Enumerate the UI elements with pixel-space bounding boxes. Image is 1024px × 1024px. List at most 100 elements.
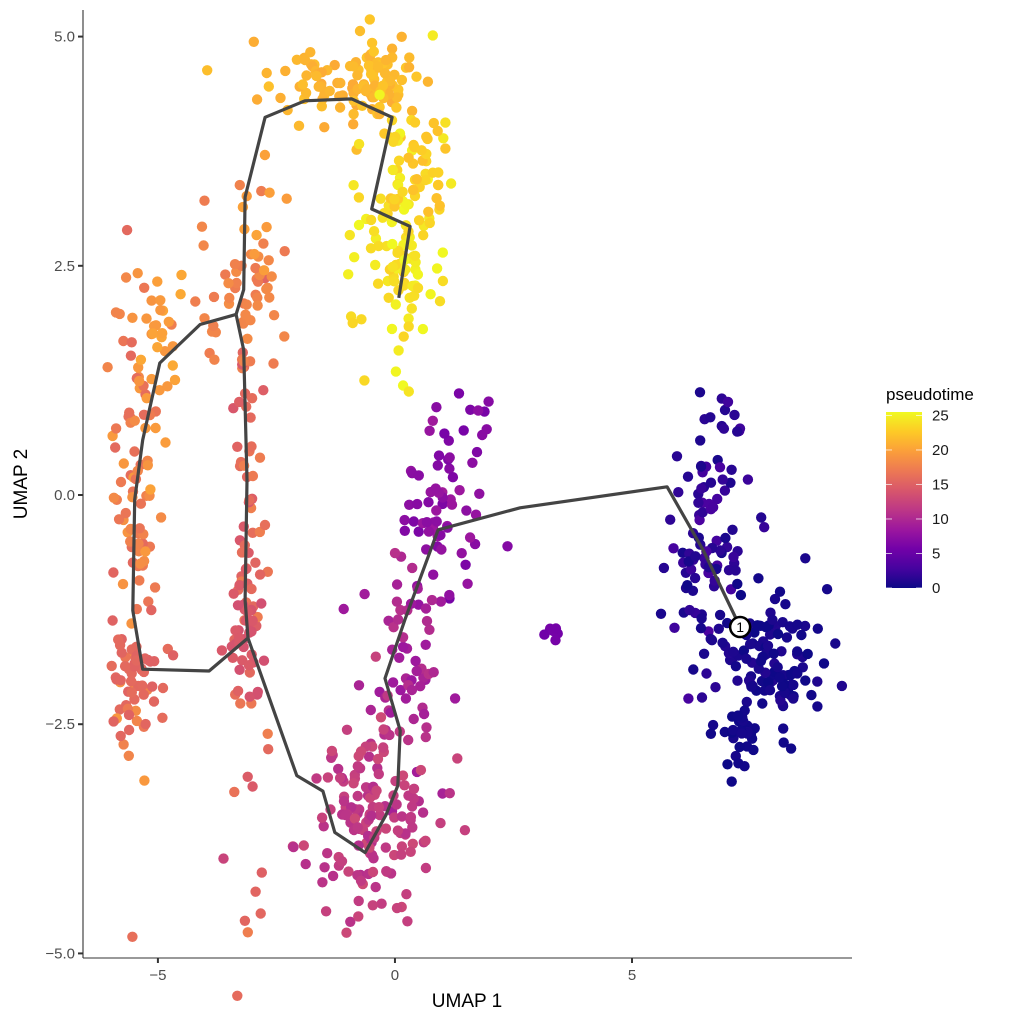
data-point — [229, 786, 240, 798]
data-point — [406, 240, 417, 251]
data-point — [425, 289, 436, 300]
data-point — [742, 474, 754, 485]
legend-tick-label: 20 — [932, 442, 949, 459]
data-point — [420, 731, 431, 743]
data-point — [696, 692, 708, 703]
data-point — [683, 693, 694, 704]
data-point — [252, 300, 263, 311]
data-point — [353, 192, 365, 203]
data-point — [375, 193, 386, 204]
trajectory-path — [234, 97, 412, 315]
data-point — [142, 460, 153, 471]
data-point — [348, 119, 359, 130]
data-point — [424, 217, 435, 229]
data-point — [421, 722, 432, 733]
data-point — [279, 331, 290, 342]
data-point — [216, 645, 228, 656]
data-point — [123, 750, 134, 761]
data-point — [458, 425, 469, 436]
data-point — [139, 775, 150, 786]
data-point — [465, 404, 476, 415]
data-point — [232, 990, 243, 1001]
data-point — [707, 502, 719, 513]
data-point — [741, 653, 752, 664]
data-point — [372, 278, 384, 289]
legend-tick-label: 5 — [932, 545, 940, 562]
data-point — [388, 136, 399, 147]
data-point — [300, 858, 311, 870]
data-point — [258, 265, 270, 276]
data-point — [127, 312, 138, 323]
data-point — [243, 660, 255, 671]
data-point — [154, 385, 165, 396]
data-point — [705, 633, 716, 645]
data-point — [255, 908, 266, 919]
data-point — [250, 262, 261, 274]
data-point — [134, 575, 145, 586]
data-point — [682, 471, 694, 482]
data-point — [403, 321, 414, 332]
data-point — [473, 405, 484, 416]
data-point — [483, 396, 494, 407]
data-point — [812, 676, 823, 687]
data-point — [421, 131, 432, 142]
data-point — [202, 65, 213, 76]
data-point — [326, 745, 338, 757]
data-point — [355, 875, 367, 886]
data-point — [685, 564, 697, 575]
data-point — [420, 639, 431, 650]
data-point — [322, 772, 334, 783]
data-point — [334, 772, 346, 784]
data-point — [729, 409, 740, 421]
data-point — [311, 773, 322, 784]
data-point — [393, 345, 404, 356]
data-point — [399, 514, 410, 526]
data-point — [452, 753, 463, 764]
data-point — [146, 604, 157, 616]
data-point — [298, 840, 309, 851]
data-point — [365, 704, 376, 716]
data-point — [133, 375, 145, 387]
data-point — [370, 259, 381, 271]
data-point — [774, 586, 786, 597]
data-point — [263, 255, 274, 266]
data-point — [246, 441, 257, 452]
data-point — [693, 497, 704, 508]
data-point — [738, 645, 750, 656]
data-point — [353, 911, 364, 922]
data-point — [145, 484, 156, 495]
data-point — [812, 701, 823, 712]
data-point — [143, 596, 154, 607]
data-point — [437, 247, 448, 258]
data-point — [673, 487, 684, 498]
data-point — [399, 780, 410, 791]
data-point — [378, 724, 389, 735]
data-point — [431, 505, 442, 516]
data-point — [722, 396, 734, 408]
legend-colorbar — [886, 412, 922, 588]
data-point — [256, 867, 267, 878]
data-point — [281, 193, 292, 204]
data-point — [261, 67, 272, 79]
data-point — [762, 640, 774, 651]
legend: pseudotime 0 5 10 15 20 25 — [886, 385, 974, 597]
data-point — [256, 185, 267, 197]
data-point — [102, 362, 113, 373]
data-point — [353, 895, 364, 907]
data-point — [728, 551, 739, 563]
data-point — [239, 915, 251, 926]
data-point — [363, 751, 375, 762]
legend-title: pseudotime — [886, 385, 974, 404]
data-point — [432, 125, 443, 137]
data-point — [756, 512, 767, 523]
data-point — [140, 546, 151, 557]
data-point — [772, 628, 784, 640]
data-point — [735, 589, 747, 601]
data-point — [741, 696, 752, 708]
data-point — [714, 462, 726, 473]
data-point — [730, 565, 741, 576]
data-point — [818, 658, 830, 669]
data-point — [392, 825, 404, 836]
data-point — [413, 526, 424, 537]
